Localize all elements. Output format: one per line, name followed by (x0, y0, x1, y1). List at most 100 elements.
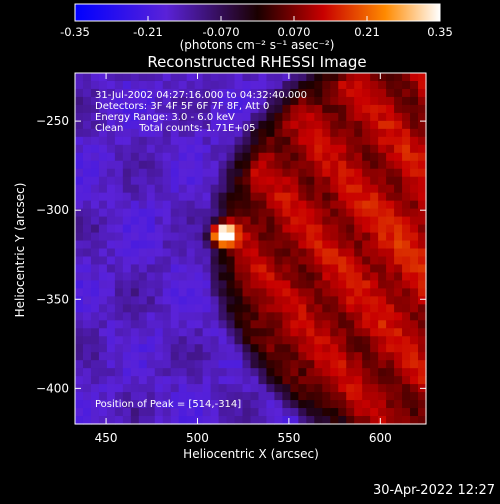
heatmap-cell (250, 400, 260, 409)
heatmap-cell (274, 408, 284, 417)
heatmap-cell (154, 408, 164, 417)
heatmap-cell (250, 80, 260, 90)
heatmap-cell (162, 272, 172, 282)
heatmap-cell (410, 73, 419, 82)
colorbar-unit-label: (photons cm⁻² s⁻¹ asec⁻²) (180, 38, 335, 52)
heatmap-cell (418, 256, 427, 266)
heatmap-cell (330, 80, 339, 90)
heatmap-cell (362, 216, 371, 226)
heatmap-cell (394, 224, 403, 234)
heatmap-cell (322, 144, 331, 154)
heatmap-cell (122, 144, 132, 154)
heatmap-cell (226, 264, 236, 274)
heatmap-cell (266, 256, 276, 266)
heatmap-cell (170, 184, 180, 194)
heatmap-cell (298, 368, 307, 377)
heatmap-cell (122, 312, 132, 321)
heatmap-cell (410, 368, 419, 377)
heatmap-cell (202, 224, 212, 234)
heatmap-cell (162, 400, 172, 409)
heatmap-cell (306, 408, 315, 417)
heatmap-cell (298, 248, 307, 258)
heatmap-cell (210, 416, 220, 425)
heatmap-cell (114, 136, 124, 146)
heatmap-cell (322, 208, 331, 218)
heatmap-cell (330, 104, 339, 114)
annotation-peak-position: Position of Peak = [514,-314] (95, 399, 241, 410)
heatmap-cell (410, 352, 419, 361)
heatmap-cell (386, 240, 395, 250)
heatmap-cell (75, 168, 84, 178)
heatmap-cell (370, 152, 379, 162)
heatmap-cell (186, 120, 196, 130)
heatmap-cell (114, 320, 124, 329)
heatmap-cell (186, 312, 196, 321)
heatmap-cell (362, 312, 371, 321)
heatmap-cell (130, 352, 140, 361)
heatmap-cell (394, 360, 403, 369)
heatmap-cell (386, 120, 395, 130)
heatmap-cell (418, 232, 427, 242)
heatmap-cell (82, 136, 92, 146)
heatmap-cell (226, 368, 236, 377)
heatmap-cell (122, 376, 132, 385)
heatmap-cell (322, 336, 331, 345)
heatmap-cell (210, 352, 220, 361)
heatmap-cell (250, 352, 260, 361)
heatmap-cell (106, 296, 116, 305)
heatmap-cell (234, 192, 244, 202)
heatmap-cell (282, 80, 291, 90)
heatmap-cell (75, 264, 84, 274)
heatmap-cell (170, 336, 180, 345)
heatmap-cell (266, 384, 276, 393)
heatmap-cell (362, 384, 371, 393)
heatmap-cell (130, 120, 140, 130)
heatmap-cell (114, 168, 124, 178)
heatmap-cell (98, 384, 108, 393)
colorbar-tick-label: -0.070 (202, 25, 239, 39)
heatmap-cell (322, 112, 331, 122)
heatmap-cell (314, 256, 323, 266)
heatmap-cell (394, 328, 403, 337)
heatmap-cell (410, 136, 419, 146)
heatmap-cell (330, 408, 339, 417)
heatmap-cell (234, 80, 244, 90)
heatmap-cell (178, 400, 188, 409)
heatmap-cell (386, 384, 395, 393)
heatmap-cell (106, 136, 116, 146)
heatmap-cell (162, 232, 172, 242)
heatmap-cell (282, 280, 291, 289)
heatmap-cell (138, 120, 148, 130)
heatmap-cell (130, 408, 140, 417)
heatmap-cell (290, 232, 299, 242)
heatmap-cell (354, 312, 363, 321)
heatmap-cell (186, 232, 196, 242)
heatmap-cell (106, 80, 116, 90)
heatmap-cell (75, 376, 84, 385)
heatmap-cell (90, 320, 100, 329)
heatmap-cell (378, 176, 387, 186)
heatmap-cell (258, 80, 268, 90)
heatmap-cell (242, 128, 252, 138)
heatmap-cell (170, 80, 180, 90)
heatmap-cell (122, 240, 132, 250)
heatmap-cell (75, 312, 84, 321)
heatmap-cell (266, 368, 276, 377)
heatmap-cell (418, 368, 427, 377)
heatmap-cell (370, 120, 379, 130)
heatmap-cell (82, 296, 92, 305)
heatmap-cell (418, 88, 427, 98)
heatmap-cell (138, 73, 148, 82)
heatmap-cell (418, 360, 427, 369)
heatmap-cell (130, 384, 140, 393)
heatmap-cell (306, 200, 315, 210)
heatmap-cell (138, 320, 148, 329)
heatmap-cell (90, 344, 100, 353)
heatmap-cell (114, 216, 124, 226)
heatmap-cell (82, 128, 92, 138)
heatmap-cell (402, 208, 411, 218)
heatmap-cell (75, 392, 84, 401)
heatmap-cell (362, 160, 371, 170)
heatmap-cell (346, 376, 355, 385)
heatmap-cell (170, 200, 180, 210)
